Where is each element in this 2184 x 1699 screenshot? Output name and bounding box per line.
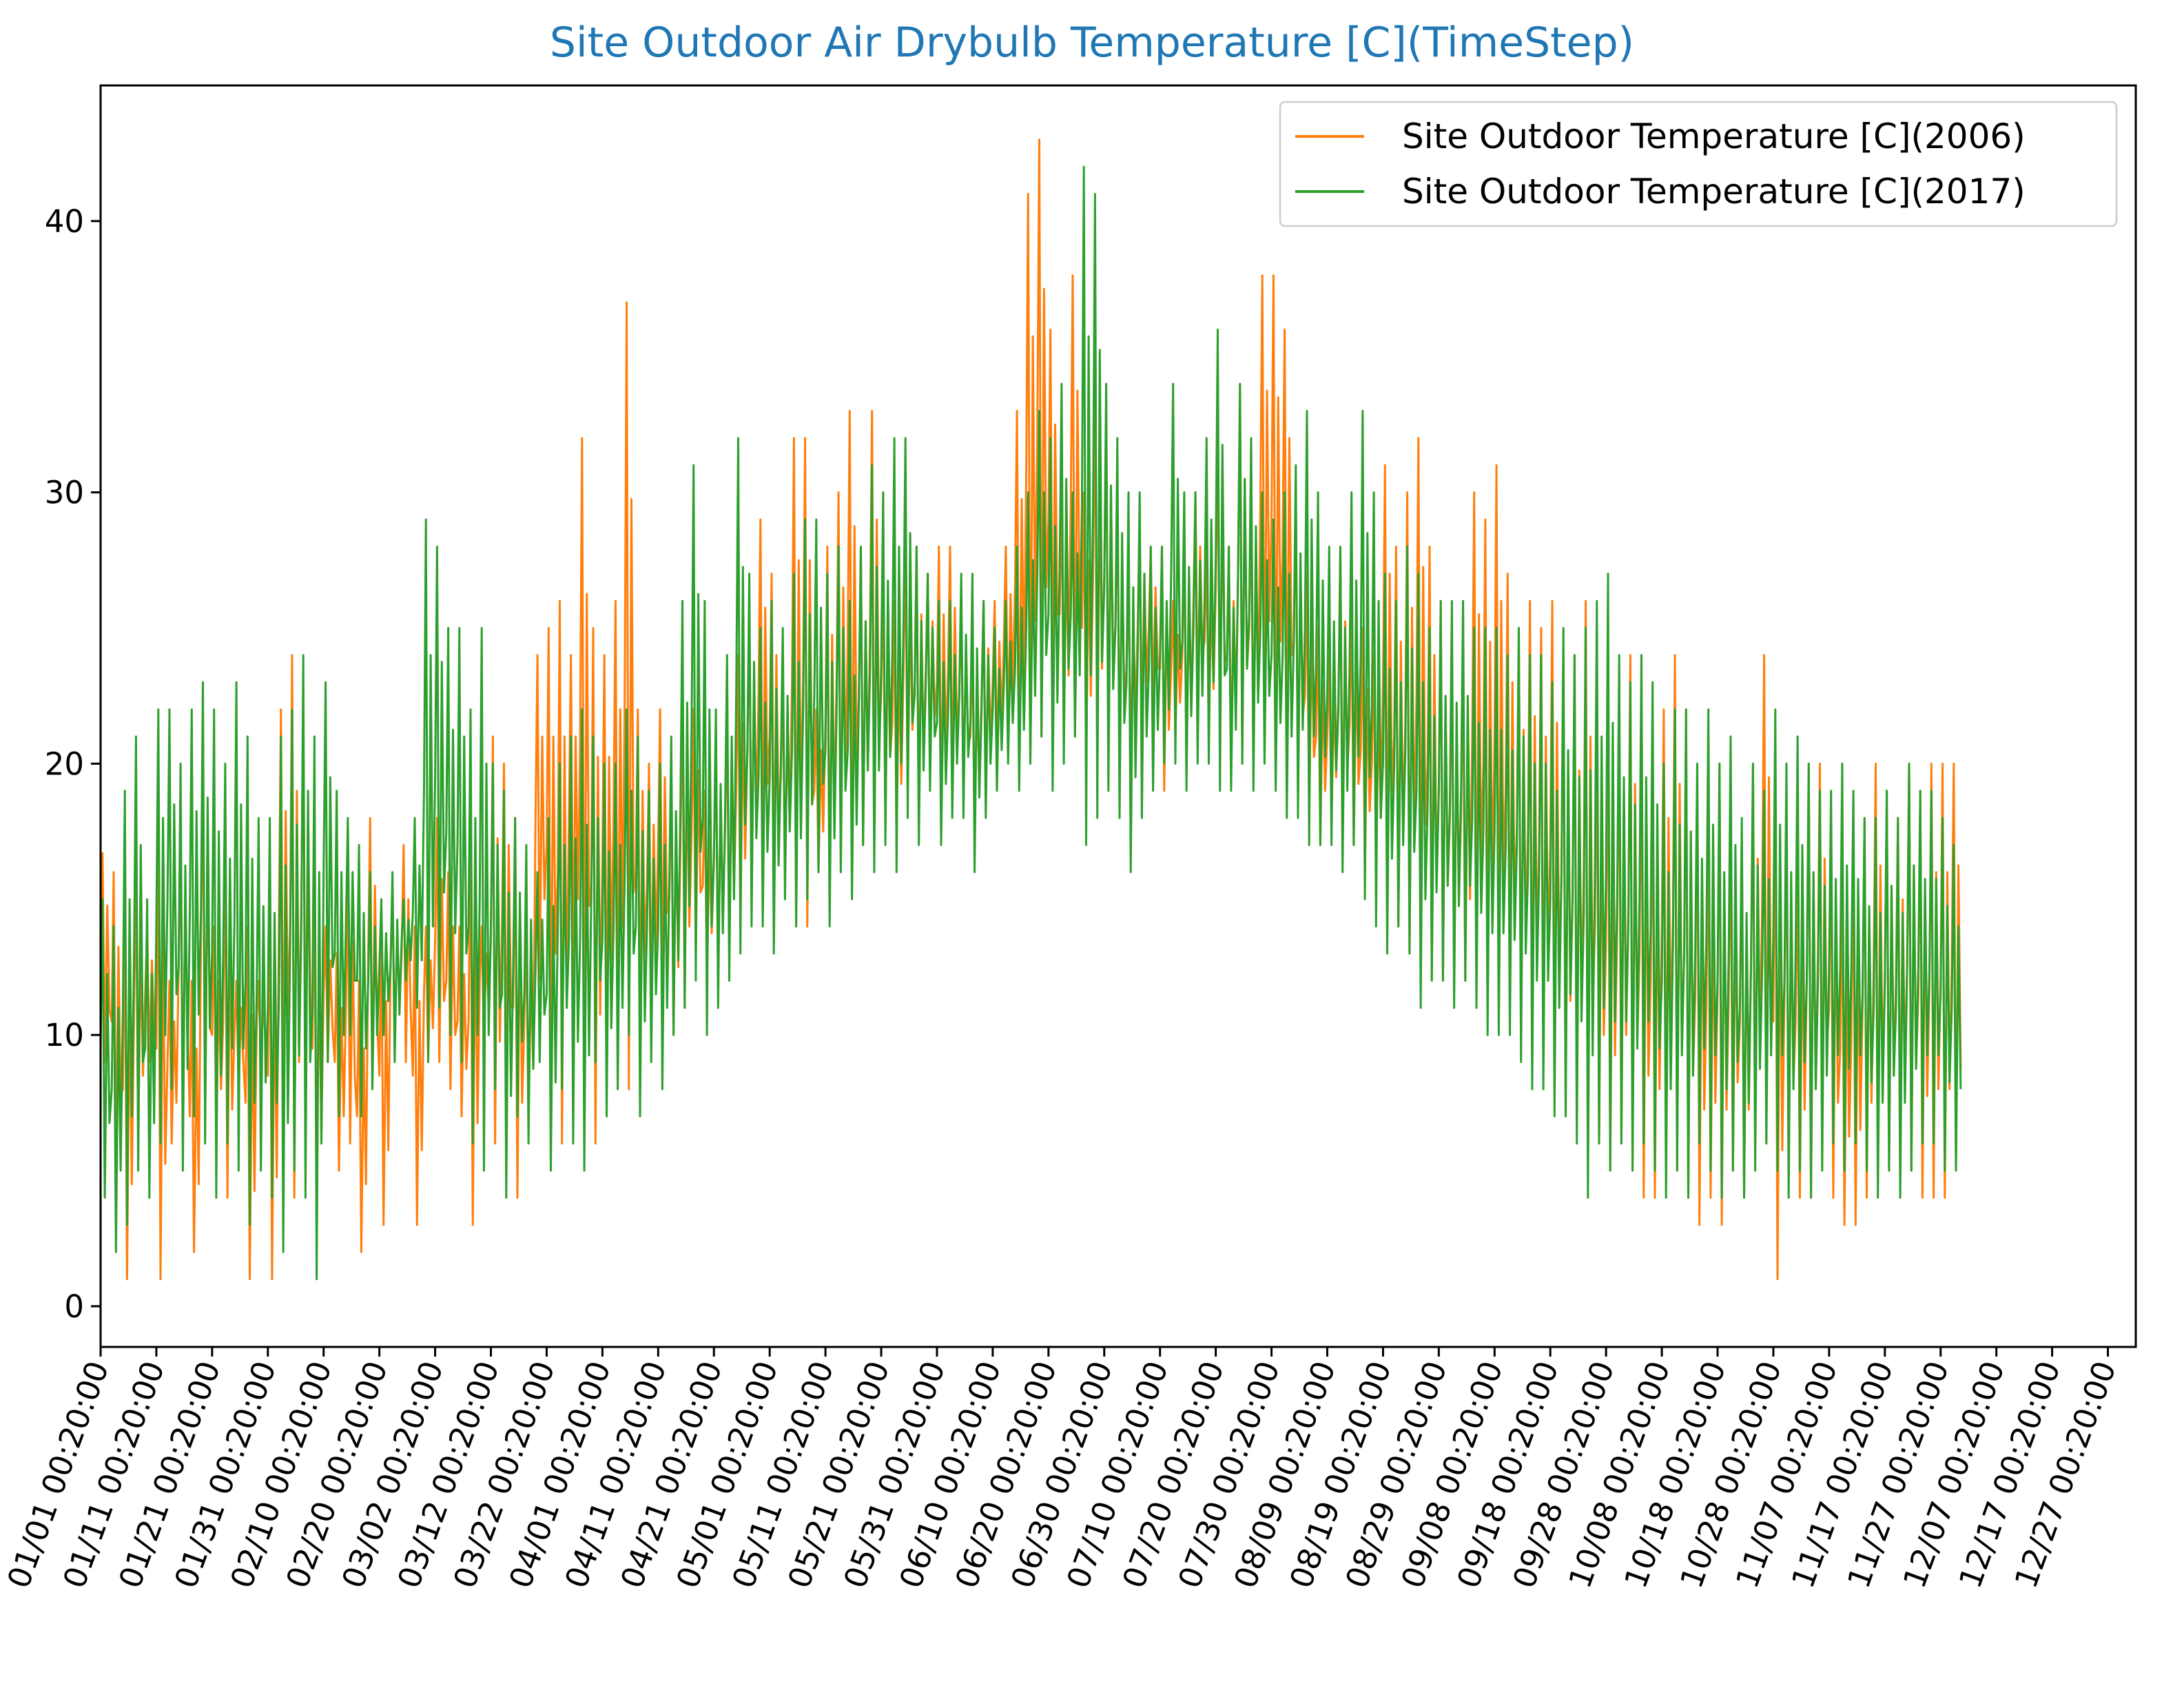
y-tick-label: 40: [45, 203, 84, 240]
y-tick-label: 0: [64, 1288, 84, 1325]
plot-area-frame: [99, 84, 2137, 1348]
y-tick-label: 20: [45, 745, 84, 782]
legend-label-2006: Site Outdoor Temperature [C](2006): [1402, 116, 2026, 156]
y-tick-label: 10: [45, 1017, 84, 1053]
plot-series-group: [101, 138, 1962, 1281]
series-line-2017: [101, 165, 1962, 1281]
y-tick-label: 30: [45, 475, 84, 511]
legend-box: [1279, 101, 2118, 227]
y-axis: 0 10 20 30 40: [45, 203, 101, 1325]
legend: Site Outdoor Temperature [C](2006) Site …: [1279, 101, 2118, 227]
chart-title: Site Outdoor Air Drybulb Temperature [C]…: [550, 19, 1634, 67]
legend-label-2017: Site Outdoor Temperature [C](2017): [1402, 172, 2026, 212]
